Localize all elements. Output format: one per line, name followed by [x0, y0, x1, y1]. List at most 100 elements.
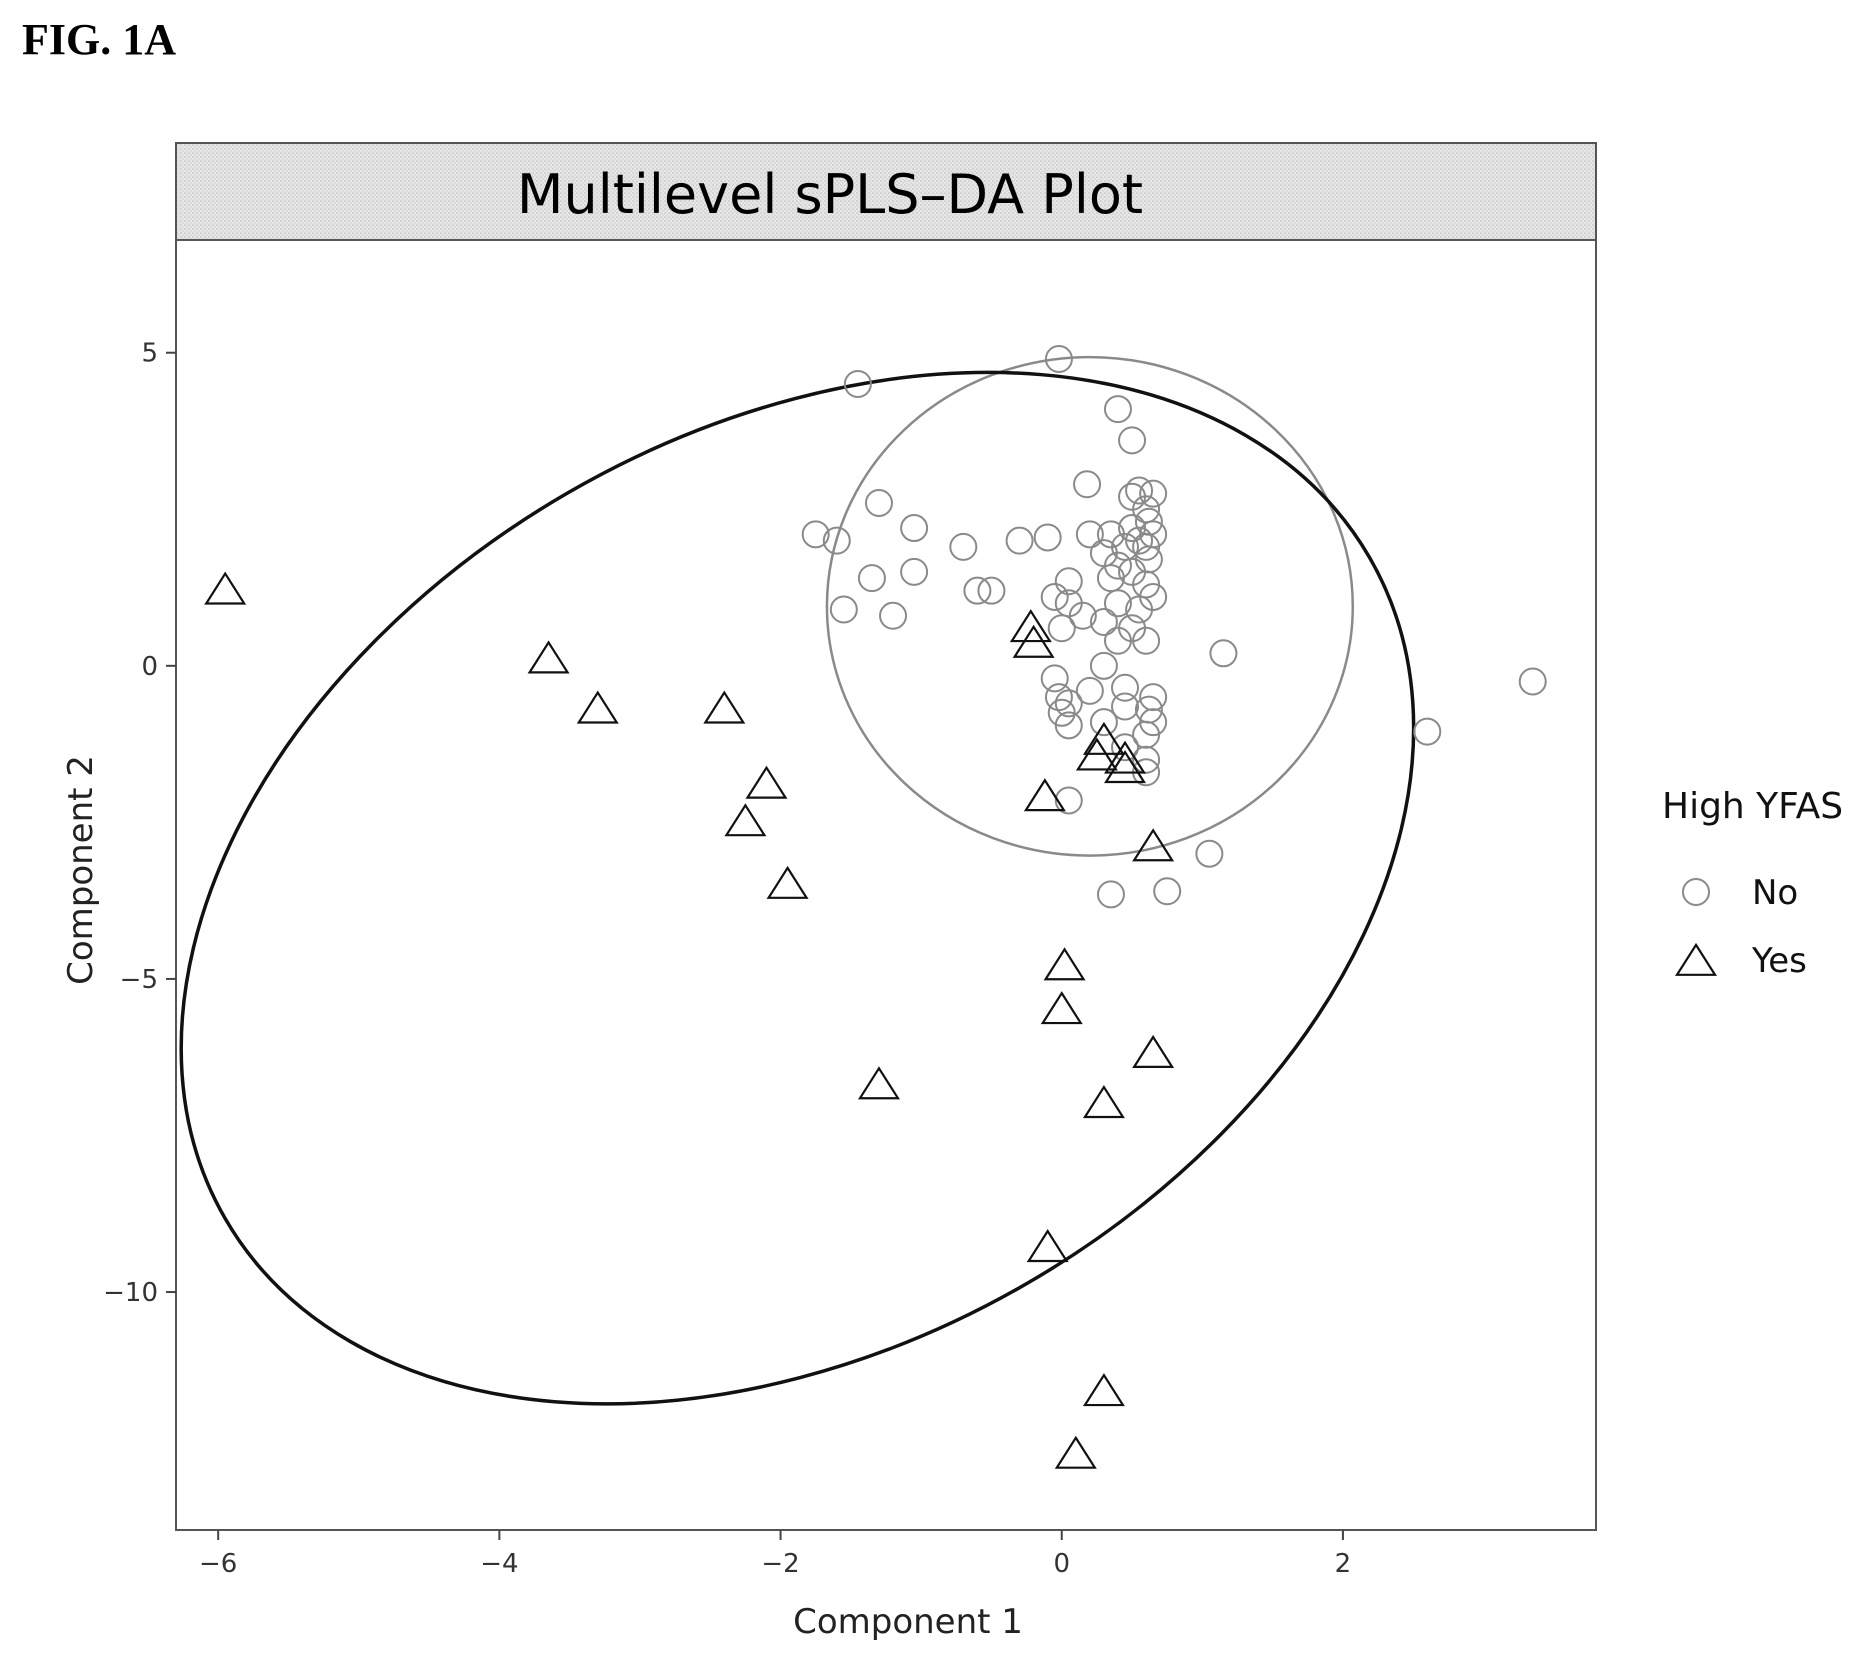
- point-yes: [204, 571, 247, 605]
- point-no: [822, 526, 851, 555]
- point-no: [857, 564, 886, 593]
- point-no: [1125, 476, 1154, 505]
- point-no: [1089, 708, 1118, 737]
- point-no: [1047, 698, 1076, 727]
- point-no: [1132, 626, 1161, 655]
- point-no: [1518, 667, 1547, 696]
- point-no: [1139, 479, 1168, 508]
- plot-panel: [175, 239, 1597, 1531]
- point-no: [1132, 532, 1161, 561]
- point-no: [1073, 470, 1102, 499]
- legend-title: High YFAS: [1662, 786, 1843, 827]
- y-axis-title: Component 2: [61, 755, 101, 985]
- point-no: [1111, 673, 1140, 702]
- axes-layer: −6 −4 −2 0 2 5 0 −5 −10: [103, 339, 1351, 1579]
- point-yes: [1104, 740, 1147, 774]
- x-tick-label: −4: [480, 1549, 518, 1579]
- x-tick-label: −6: [199, 1549, 237, 1579]
- point-yes: [724, 803, 767, 837]
- point-no: [1125, 526, 1154, 555]
- point-no: [1054, 567, 1083, 596]
- point-yes: [1075, 737, 1118, 771]
- point-no: [1111, 733, 1140, 762]
- point-no: [1096, 880, 1125, 909]
- point-no: [1044, 683, 1073, 712]
- point-yes: [1082, 721, 1125, 755]
- x-tick-label: 0: [1053, 1549, 1070, 1579]
- title-strip: [175, 142, 1597, 241]
- point-no: [1118, 426, 1147, 455]
- confidence-ellipse-yes: [179, 370, 1416, 1406]
- point-no: [1075, 676, 1104, 705]
- point-no: [1047, 614, 1076, 643]
- point-yes: [576, 690, 619, 724]
- point-yes: [766, 865, 809, 899]
- point-no: [1089, 651, 1118, 680]
- figure-label: FIG. 1A: [22, 15, 176, 64]
- point-no: [801, 520, 830, 549]
- point-no: [1054, 786, 1083, 815]
- point-yes: [1023, 778, 1066, 812]
- point-yes: [745, 765, 788, 799]
- point-no: [1125, 595, 1154, 624]
- point-no: [1132, 745, 1161, 774]
- point-no: [879, 601, 908, 630]
- point-no: [864, 489, 893, 518]
- point-no: [843, 370, 872, 399]
- confidence-ellipse-no: [825, 355, 1355, 857]
- y-tick-label: 5: [141, 339, 158, 369]
- legend-label-yes: Yes: [1751, 941, 1807, 981]
- x-tick-label: 2: [1335, 1549, 1352, 1579]
- y-tick-label: −5: [120, 965, 158, 995]
- point-yes: [1026, 1229, 1069, 1263]
- ellipses-layer: [179, 355, 1416, 1406]
- point-yes: [1054, 1435, 1097, 1469]
- legend-key-yes: [1674, 942, 1718, 976]
- chart-title: Multilevel sPLS–DA Plot: [517, 163, 1143, 226]
- y-tick-label: 0: [141, 652, 158, 682]
- x-axis-title: Component 1: [793, 1602, 1023, 1642]
- point-no: [1040, 582, 1069, 611]
- point-yes: [527, 640, 570, 674]
- point-yes: [1082, 1085, 1125, 1119]
- point-no: [1044, 344, 1073, 373]
- point-no: [1096, 520, 1125, 549]
- point-no: [900, 557, 929, 586]
- point-no: [1103, 395, 1132, 424]
- point-no: [1054, 689, 1083, 718]
- legend: High YFAS No Yes: [1662, 786, 1843, 981]
- point-no: [977, 576, 1006, 605]
- point-no: [900, 514, 929, 543]
- point-no: [1089, 607, 1118, 636]
- point-yes: [1040, 991, 1083, 1025]
- point-yes: [1104, 749, 1147, 784]
- point-no: [1040, 664, 1069, 693]
- legend-items: No Yes: [1674, 873, 1807, 981]
- point-no: [1033, 523, 1062, 552]
- legend-key-no: [1682, 878, 1710, 906]
- point-no: [1103, 589, 1132, 618]
- point-no: [1153, 877, 1182, 906]
- point-no: [1413, 717, 1442, 746]
- point-yes: [857, 1066, 900, 1100]
- legend-label-no: No: [1752, 873, 1798, 913]
- point-yes: [703, 690, 746, 724]
- point-no: [949, 532, 978, 561]
- points-layer: [204, 344, 1547, 1469]
- y-tick-label: −10: [103, 1278, 158, 1308]
- point-yes: [1009, 609, 1052, 643]
- point-no: [1111, 692, 1140, 721]
- point-no: [1005, 526, 1034, 555]
- x-tick-label: −2: [761, 1549, 799, 1579]
- point-yes: [1082, 1373, 1125, 1407]
- point-no: [1209, 639, 1238, 668]
- point-no: [1075, 520, 1104, 549]
- point-yes: [1012, 624, 1055, 658]
- point-yes: [1132, 828, 1175, 862]
- point-no: [1103, 626, 1132, 655]
- point-yes: [1132, 1034, 1175, 1068]
- point-no: [829, 595, 858, 624]
- point-no: [1195, 839, 1224, 868]
- point-no: [963, 576, 992, 605]
